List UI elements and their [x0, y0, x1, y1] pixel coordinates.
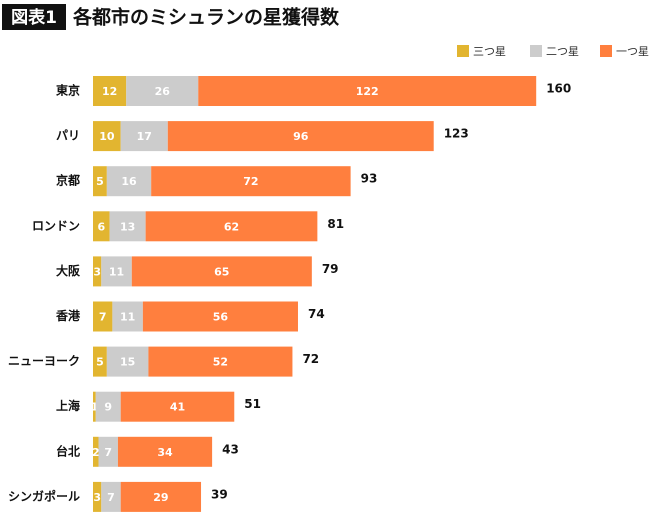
bar-segment: [93, 481, 102, 512]
legend-label: 一つ星: [616, 45, 649, 58]
bar-segment: [93, 166, 107, 197]
total-label: 160: [546, 82, 571, 96]
legend-label: 二つ星: [546, 45, 579, 58]
y-tick-label: 京都: [56, 173, 80, 188]
y-tick-label: 東京: [56, 83, 80, 98]
segment-label: 17: [137, 130, 152, 143]
segment-label: 96: [293, 130, 309, 143]
bar-segment: [95, 391, 121, 422]
legend-label: 三つ星: [473, 45, 506, 58]
bar-segment: [106, 346, 149, 377]
legend-swatch: [600, 45, 612, 57]
y-tick-label: 台北: [56, 443, 80, 458]
segment-label: 9: [104, 401, 112, 414]
segment-label: 26: [155, 85, 171, 98]
segment-label: 11: [120, 311, 135, 324]
bar-segment: [101, 256, 132, 287]
segment-label: 3: [93, 265, 101, 278]
bar-segment: [93, 211, 110, 242]
segment-label: 16: [121, 175, 137, 188]
bar-segment: [167, 121, 434, 152]
segment-label: 12: [102, 85, 117, 98]
bar-segment: [198, 76, 537, 106]
segment-label: 1: [91, 401, 99, 414]
chart-title: 各都市のミシュランの星獲得数: [72, 6, 340, 29]
segment-label: 3: [93, 491, 101, 504]
chart-label: 図表1: [11, 7, 57, 28]
segment-label: 7: [99, 311, 107, 324]
bar-segment: [120, 391, 235, 422]
segment-label: 5: [96, 175, 104, 188]
bar-segment: [126, 76, 199, 106]
bar-segment: [109, 211, 146, 242]
segment-label: 13: [120, 220, 135, 233]
bar-segment: [117, 436, 213, 467]
y-tick-label: パリ: [56, 129, 80, 143]
segment-label: 122: [356, 85, 379, 98]
segment-label: 52: [213, 356, 228, 369]
bar-segment: [142, 301, 298, 332]
total-label: 93: [361, 172, 378, 186]
bar-segment: [93, 121, 121, 152]
bar-segment: [131, 256, 312, 287]
bar-segment: [98, 436, 118, 467]
total-label: 39: [211, 487, 228, 501]
bar-segment: [93, 346, 107, 377]
segment-label: 65: [214, 265, 229, 278]
bar-segment: [101, 481, 121, 512]
segment-label: 6: [97, 220, 105, 233]
y-tick-label: ロンドン: [32, 219, 80, 233]
segment-label: 11: [109, 265, 124, 278]
bar-segment: [106, 166, 152, 197]
bar-segment: [145, 211, 318, 242]
segment-label: 72: [243, 175, 258, 188]
y-tick-label: 上海: [56, 398, 80, 413]
y-tick-label: 大阪: [56, 263, 81, 278]
bar-segment: [148, 346, 293, 377]
total-label: 74: [308, 307, 325, 321]
total-label: 81: [327, 217, 344, 231]
segment-label: 7: [104, 446, 112, 459]
total-label: 43: [222, 442, 239, 456]
segment-label: 41: [170, 401, 185, 414]
legend-swatch: [530, 45, 542, 57]
bar-segment: [120, 121, 168, 152]
total-label: 123: [444, 127, 469, 141]
segment-label: 7: [107, 491, 115, 504]
bar-segment: [93, 301, 113, 332]
title-badge: [2, 4, 66, 30]
segment-label: 15: [120, 356, 135, 369]
segment-label: 56: [213, 311, 229, 324]
bar-segment: [93, 76, 127, 106]
bar-segment: [112, 301, 143, 332]
bar-segment: [120, 481, 202, 512]
bar-segment: [93, 256, 102, 287]
segment-label: 62: [224, 220, 239, 233]
bar-segment: [93, 436, 99, 467]
y-tick-label: 香港: [55, 308, 81, 323]
y-tick-label: シンガポール: [8, 488, 80, 503]
total-label: 79: [322, 262, 339, 276]
legend-swatch: [457, 45, 469, 57]
y-tick-label: ニューヨーク: [8, 354, 80, 368]
bar-segment: [93, 391, 96, 422]
segment-label: 34: [157, 446, 173, 459]
bar-segment: [151, 166, 351, 197]
total-label: 72: [302, 352, 319, 366]
segment-label: 2: [92, 446, 100, 459]
segment-label: 5: [96, 356, 104, 369]
segment-label: 10: [99, 130, 115, 143]
total-label: 51: [244, 397, 261, 411]
segment-label: 29: [153, 491, 168, 504]
